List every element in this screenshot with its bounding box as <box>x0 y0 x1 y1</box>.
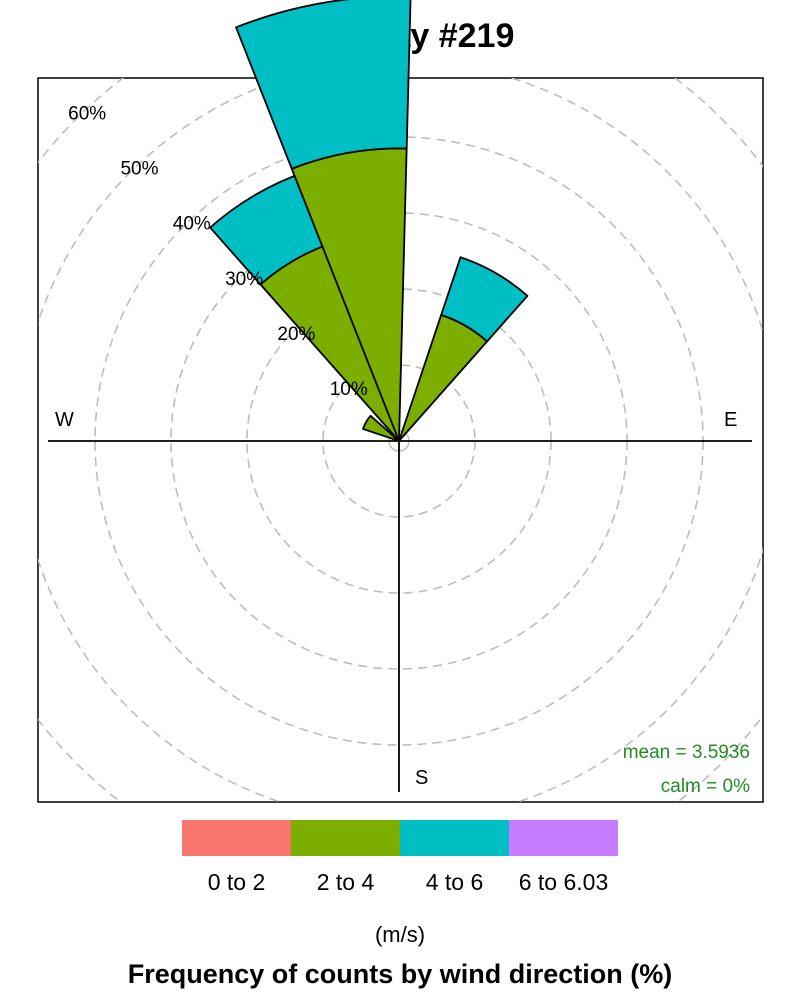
compass-label-east: E <box>724 409 737 431</box>
radial-tick-30: 30% <box>225 269 263 290</box>
radial-tick-40: 40% <box>173 214 211 235</box>
legend-label-1: 2 to 4 <box>317 869 375 895</box>
compass-label-south: S <box>415 767 428 789</box>
legend-swatch-1 <box>291 820 400 856</box>
radial-tick-labels: 10% 20% 30% 40% 50% 60% <box>68 103 368 400</box>
wind-bars <box>209 0 529 442</box>
calm-stat: calm = 0% <box>661 776 750 797</box>
mean-stat: mean = 3.5936 <box>623 742 750 763</box>
radial-tick-60: 60% <box>68 103 106 124</box>
chart-footer: Frequency of counts by wind direction (%… <box>128 959 673 989</box>
bar-30-2-to-4 <box>399 313 489 440</box>
radial-tick-20: 20% <box>277 324 315 345</box>
compass-label-west: W <box>55 409 74 431</box>
legend-swatch-0 <box>182 820 291 856</box>
legend-label-2: 4 to 6 <box>426 869 484 895</box>
legend-label-3: 6 to 6.03 <box>519 869 609 895</box>
legend-label-0: 0 to 2 <box>208 869 266 895</box>
bar-30-4-to-6 <box>440 256 529 343</box>
bar-350-4-to-6 <box>235 0 412 170</box>
legend: 0 to 2 2 to 4 4 to 6 6 to 6.03 <box>182 820 618 895</box>
bar-300-2-to-4 <box>362 414 398 441</box>
radial-tick-10: 10% <box>330 379 368 400</box>
legend-units: (m/s) <box>375 922 425 947</box>
legend-swatch-3 <box>509 820 618 856</box>
radial-tick-50: 50% <box>120 159 158 180</box>
legend-swatch-2 <box>400 820 509 856</box>
